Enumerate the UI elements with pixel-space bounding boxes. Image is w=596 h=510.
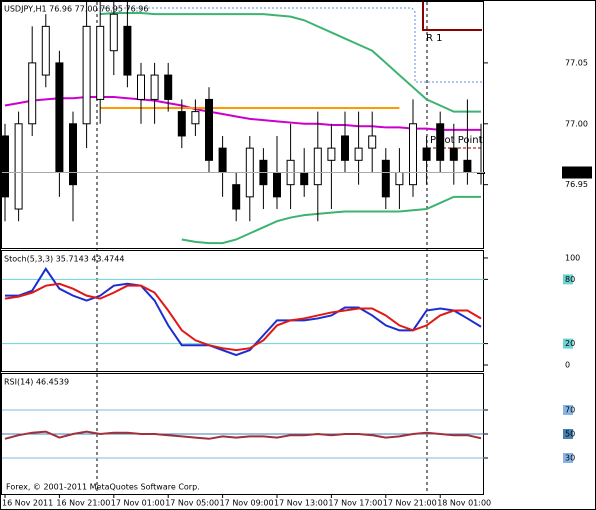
candle-body [381, 159, 390, 198]
y-tick-label: 20 [565, 339, 575, 348]
y-tick-label: 50 [565, 430, 575, 439]
copyright: Forex, © 2001-2011 MetaQuotes Software C… [6, 483, 200, 492]
candle-body [28, 62, 37, 125]
x-tick-label: 17 Nov 21:00 [383, 499, 437, 508]
y-tick-label: 100 [565, 253, 580, 262]
y-tick-label: 76.95 [565, 180, 588, 189]
candle-body [232, 184, 241, 210]
candle-body [341, 135, 349, 161]
y-tick-label: 77.05 [565, 58, 588, 67]
r1-line [422, 2, 482, 31]
candle-body [368, 135, 377, 149]
level-box [563, 429, 573, 439]
candle-body [177, 111, 186, 137]
level-box [563, 453, 573, 463]
annotation: R 1 [426, 33, 443, 44]
x-tick-label: 18 Nov 01:00 [437, 499, 491, 508]
chart-title: RSI(14) 46.4539 [4, 378, 69, 387]
y-tick-label: 30 [565, 454, 575, 463]
y-tick-label: 80 [565, 275, 575, 284]
candle-body [313, 147, 322, 186]
level-line [100, 7, 483, 83]
y-tick-label: 70 [565, 406, 575, 415]
candle-body [14, 123, 23, 210]
candle-body [449, 147, 458, 161]
level-box [563, 338, 573, 349]
candle-body [395, 171, 404, 186]
stoch-panel [1, 250, 484, 372]
candle-body [273, 171, 281, 198]
candle-body [327, 147, 336, 161]
candle-body [205, 98, 213, 161]
candle-body [150, 74, 159, 100]
x-tick-label: 17 Nov 01:00 [111, 499, 165, 508]
annotation: Pivot Point [430, 135, 483, 146]
main-panel [1, 1, 484, 249]
line-series [100, 11, 481, 113]
candle-body [1, 135, 9, 198]
candle-body [409, 123, 417, 186]
x-tick-label: 17 Nov 09:00 [220, 499, 274, 508]
candle-body [109, 13, 118, 52]
candle-body [137, 74, 145, 100]
line-series [181, 195, 481, 245]
candle-body [41, 25, 50, 76]
last-price-label: 76.96 [565, 168, 588, 177]
candle-body [354, 147, 363, 161]
level-box [563, 405, 573, 415]
line-series [4, 430, 482, 440]
x-tick-label: 16 Nov 2011 [2, 499, 53, 508]
candle-body [436, 123, 445, 161]
chart-title: USDJPY,H1 76.96 77.00 76.95 76.96 [4, 5, 148, 14]
line-series [4, 282, 482, 352]
candle-body [422, 147, 431, 161]
candle-body [82, 25, 91, 125]
line-series [5, 267, 482, 357]
candle-body [191, 111, 200, 125]
candle-body [123, 25, 132, 76]
candle-body [96, 25, 105, 100]
chart-title: Stoch(5,3,3) 35.7143 43.4744 [4, 255, 124, 264]
y-tick-label: 0 [565, 361, 570, 370]
candle-body [300, 171, 309, 186]
candle-body [218, 147, 227, 173]
x-tick-label: 17 Nov 05:00 [165, 499, 219, 508]
level-box [563, 274, 573, 285]
y-tick-label: 77.00 [565, 119, 588, 128]
x-tick-label: 17 Nov 13:00 [274, 499, 328, 508]
x-tick-label: 16 Nov 21:00 [56, 499, 110, 508]
candle-body [463, 159, 472, 173]
last-price-box [562, 166, 592, 179]
x-tick-label: 17 Nov 17:00 [328, 499, 382, 508]
candle-body [55, 62, 64, 173]
candle-body [164, 74, 173, 100]
candle-body [69, 123, 77, 186]
